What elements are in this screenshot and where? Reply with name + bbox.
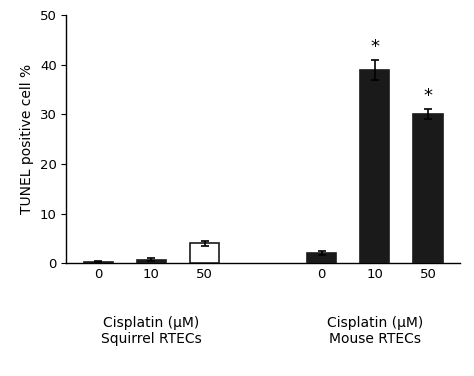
Bar	[360, 70, 389, 263]
Text: Cisplatin (μM)
Mouse RTECs: Cisplatin (μM) Mouse RTECs	[327, 316, 423, 346]
Text: *: *	[423, 87, 432, 105]
Text: *: *	[370, 38, 379, 56]
Text: Cisplatin (μM)
Squirrel RTECs: Cisplatin (μM) Squirrel RTECs	[101, 316, 202, 346]
Bar	[190, 243, 219, 263]
Y-axis label: TUNEL positive cell %: TUNEL positive cell %	[20, 64, 34, 214]
Bar	[137, 260, 166, 263]
Bar	[307, 253, 336, 263]
Bar	[413, 114, 443, 263]
Bar	[83, 262, 113, 263]
